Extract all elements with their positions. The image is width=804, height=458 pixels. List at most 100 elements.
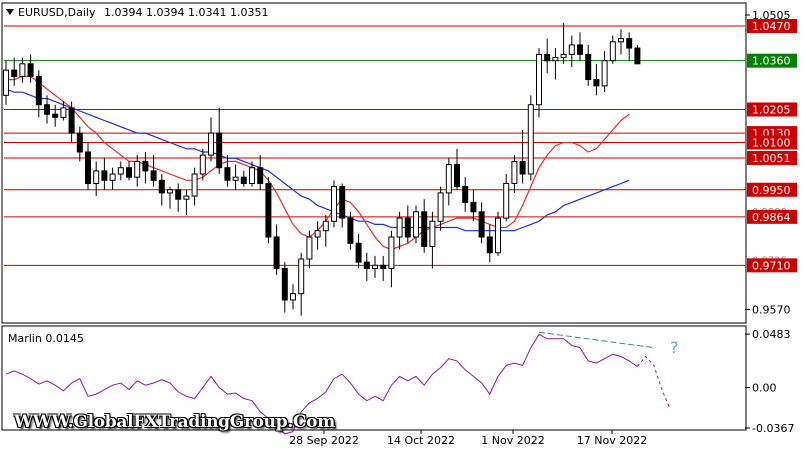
candle-body bbox=[158, 179, 165, 194]
candle-body bbox=[355, 242, 362, 263]
candle-body bbox=[175, 189, 182, 200]
candle-body bbox=[322, 220, 329, 232]
level-label-box bbox=[747, 150, 797, 165]
candle-body bbox=[577, 44, 583, 55]
candles-layer bbox=[3, 22, 641, 316]
candle-body bbox=[339, 186, 346, 219]
osc-y-tick-label: 0.00 bbox=[752, 381, 777, 394]
level-label: 1.0470 bbox=[752, 20, 791, 33]
candle-body bbox=[609, 41, 616, 62]
level-label-box bbox=[747, 209, 797, 224]
candle-body bbox=[44, 104, 50, 115]
header-dropdown-icon[interactable] bbox=[6, 9, 14, 15]
osc-y-tick-label: -0.0367 bbox=[752, 422, 794, 435]
level-label: 1.0100 bbox=[752, 137, 791, 150]
candle-body bbox=[618, 38, 624, 43]
candle-body bbox=[60, 107, 67, 118]
level-label-box bbox=[747, 102, 797, 117]
candle-body bbox=[437, 192, 444, 222]
candle-body bbox=[388, 236, 395, 269]
candle-body bbox=[19, 63, 26, 77]
candle-body bbox=[626, 38, 633, 49]
candle-body bbox=[396, 217, 403, 238]
oscillator-projection bbox=[637, 355, 671, 410]
candle-body bbox=[511, 160, 518, 184]
candle-body bbox=[552, 57, 559, 62]
level-label-box bbox=[747, 135, 797, 150]
candle-body bbox=[421, 211, 428, 247]
candle-body bbox=[232, 176, 239, 181]
candle-body bbox=[52, 113, 59, 118]
candle-body bbox=[593, 79, 600, 87]
candle-body bbox=[150, 170, 157, 181]
candle-body bbox=[486, 236, 493, 254]
candle-body bbox=[273, 236, 280, 269]
level-label-box bbox=[747, 258, 797, 273]
candle-body bbox=[93, 170, 100, 184]
candle-body bbox=[306, 236, 313, 260]
candle-body bbox=[495, 217, 501, 254]
candle-body bbox=[76, 132, 83, 153]
candle-body bbox=[101, 170, 108, 181]
candle-body bbox=[257, 167, 264, 184]
osc-layer: ? 0.0483 0.00 -0.0367 bbox=[5, 328, 794, 435]
candle-body bbox=[314, 230, 321, 238]
candle-body bbox=[568, 44, 575, 55]
candle-body bbox=[109, 173, 116, 181]
candle-body bbox=[585, 53, 592, 81]
level-label: 0.9950 bbox=[752, 184, 791, 197]
candle-body bbox=[503, 182, 510, 219]
candle-body bbox=[142, 160, 149, 172]
candle-body bbox=[331, 186, 337, 222]
xaxis-layer: 28 Sep 2022 14 Oct 2022 1 Nov 2022 17 Nov 2… bbox=[289, 430, 647, 447]
candle-body bbox=[27, 63, 34, 77]
header-symbol: EURUSD,Daily bbox=[18, 6, 96, 19]
candle-body bbox=[11, 69, 18, 77]
osc-y-tick-label: 0.0483 bbox=[752, 328, 791, 341]
candle-body bbox=[470, 201, 477, 213]
candle-body bbox=[281, 267, 288, 301]
candle-body bbox=[363, 261, 370, 269]
oscillator-line bbox=[5, 333, 638, 435]
candle-body bbox=[478, 211, 485, 238]
level-label: 0.9710 bbox=[752, 259, 791, 272]
candle-body bbox=[216, 132, 223, 169]
candle-body bbox=[634, 47, 641, 65]
level-label: 1.0051 bbox=[752, 152, 791, 165]
divergence-trendline bbox=[538, 331, 654, 349]
candle-body bbox=[347, 217, 354, 244]
candle-body bbox=[290, 293, 296, 301]
candle-body bbox=[527, 104, 534, 175]
candle-body bbox=[167, 189, 173, 194]
x-tick-label: 1 Nov 2022 bbox=[481, 434, 544, 447]
candle-body bbox=[265, 182, 272, 238]
candle-body bbox=[404, 217, 411, 238]
candle-body bbox=[191, 173, 198, 197]
y-tick-label: 1.0505 bbox=[752, 9, 791, 22]
candle-body bbox=[126, 167, 132, 178]
candle-body bbox=[454, 164, 460, 188]
indicator-name: Marlin 0.0145 bbox=[8, 332, 84, 345]
x-tick-label: 28 Sep 2022 bbox=[289, 434, 359, 447]
main-plot-frame bbox=[1, 2, 747, 324]
level-label: 0.9864 bbox=[752, 211, 791, 224]
watermark: WWW.GlobalFXTradingGroup.Com bbox=[14, 412, 335, 432]
candle-body bbox=[35, 75, 42, 106]
x-tick-label: 14 Oct 2022 bbox=[387, 434, 455, 447]
candle-body bbox=[134, 160, 141, 178]
candle-body bbox=[462, 186, 469, 203]
candle-body bbox=[224, 167, 231, 181]
ma-slow-line bbox=[5, 88, 630, 232]
level-label-box bbox=[747, 19, 797, 34]
candle-body bbox=[413, 211, 419, 238]
y-tick-label: 0.9570 bbox=[752, 303, 791, 316]
candle-body bbox=[298, 258, 305, 295]
candle-body bbox=[429, 220, 436, 247]
question-mark-annotation: ? bbox=[670, 338, 679, 357]
candle-body bbox=[560, 53, 567, 59]
level-label: 1.0205 bbox=[752, 103, 791, 116]
candle-body bbox=[3, 69, 9, 96]
x-tick-label: 17 Nov 2022 bbox=[577, 434, 647, 447]
candle-body bbox=[183, 195, 190, 200]
